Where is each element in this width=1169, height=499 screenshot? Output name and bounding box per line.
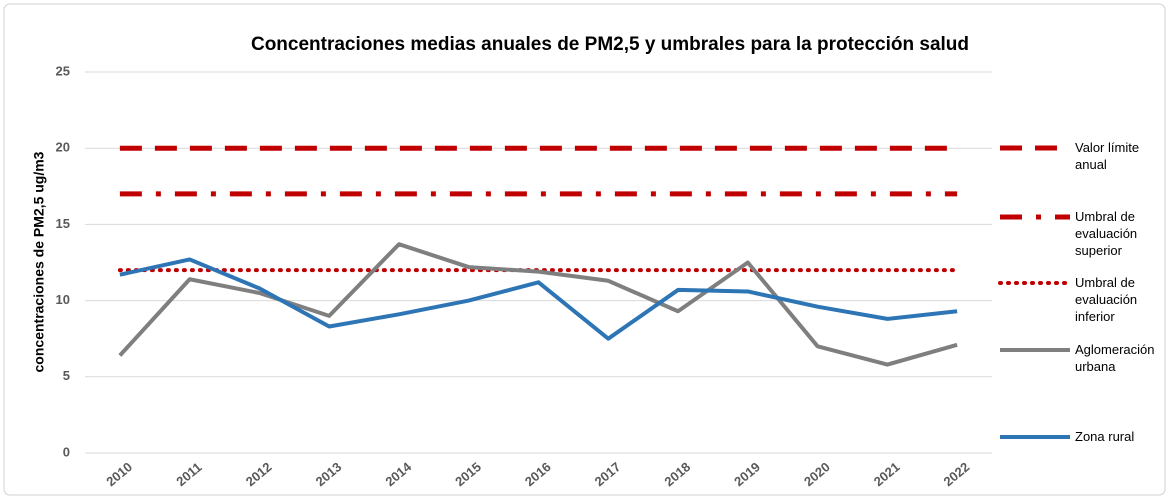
legend-label: Umbral de evaluación superior xyxy=(1075,209,1138,258)
y-axis-label: concentraciones de PM2,5 ug/m3 xyxy=(31,151,47,372)
y-tick-label: 25 xyxy=(56,63,70,78)
y-tick-label: 20 xyxy=(56,140,70,155)
y-tick-label: 10 xyxy=(56,292,70,307)
y-tick-label: 0 xyxy=(63,444,70,459)
series-line xyxy=(118,242,958,367)
legend-label: Valor límite anual xyxy=(1075,140,1140,172)
legend-label: Zona rural xyxy=(1075,429,1135,444)
y-tick-label: 15 xyxy=(56,216,70,231)
chart-title: Concentraciones medias anuales de PM2,5 … xyxy=(251,34,969,55)
legend-label: Aglomeración urbana xyxy=(1075,342,1155,374)
y-tick-label: 5 xyxy=(63,368,70,383)
legend-label: Umbral de evaluación inferior xyxy=(1075,275,1138,324)
series-line xyxy=(119,257,958,341)
chart-border xyxy=(3,3,1166,496)
